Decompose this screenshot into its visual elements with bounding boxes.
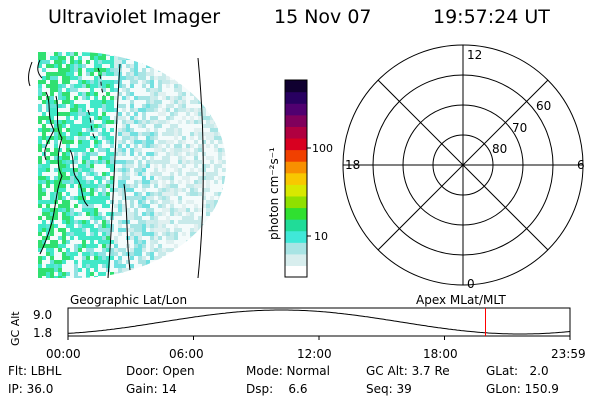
colorbar-cell (285, 126, 307, 139)
instrument-title: Ultraviolet Imager (48, 6, 221, 28)
colorbar-tick-label-100: 100 (312, 142, 333, 155)
orbit-axis-title: GC Alt (9, 311, 22, 346)
colorbar-cell (285, 114, 307, 127)
colorbar-cell (285, 184, 307, 197)
colorbar-cell (285, 80, 307, 93)
orbit-ytick-1-8: 1.8 (33, 326, 52, 340)
filter-info: Flt: LBHL (8, 364, 62, 378)
mode-info: Mode: Normal (246, 364, 330, 378)
glat-info: GLat: 2.0 (486, 364, 549, 378)
colorbar-cell (285, 195, 307, 209)
orbit-xtick-0000: 00:00 (46, 347, 81, 361)
mlt-label-12: 12 (467, 48, 482, 62)
mlat-label-60: 60 (536, 99, 551, 113)
gc-alt-info: GC Alt: 3.7 Re (366, 364, 450, 378)
colorbar: 100 10 photon cm⁻²s⁻¹ (267, 79, 333, 278)
colorbar-cell (285, 172, 307, 185)
mlt-label-18: 18 (345, 158, 360, 172)
observation-date: 15 Nov 07 (274, 6, 372, 28)
orbit-altitude-curve (67, 309, 571, 335)
orbit-ytick-9: 9.0 (33, 308, 52, 322)
polar-labels: 12 6 0 18 60 70 80 (345, 48, 585, 291)
polar-diagonal-b (377, 79, 549, 251)
gain-info: Gain: 14 (126, 382, 177, 396)
colorbar-cell (285, 161, 307, 174)
colorbar-cell (285, 253, 307, 267)
colorbar-cell (285, 207, 307, 220)
door-info: Door: Open (126, 364, 195, 378)
orbit-xtick-2359: 23:59 (551, 347, 586, 361)
orbit-xtick-1800: 18:00 (423, 347, 458, 361)
mlt-label-0: 0 (467, 277, 475, 291)
colorbar-cell (285, 219, 307, 232)
colorbar-cell (285, 230, 307, 243)
colorbar-cell (285, 137, 307, 151)
orbit-xtick-1200: 12:00 (297, 347, 332, 361)
seq-info: Seq: 39 (366, 382, 412, 396)
mlt-label-6: 6 (577, 158, 585, 172)
orbit-left-title: Geographic Lat/Lon (70, 293, 187, 307)
colorbar-cell (285, 265, 307, 278)
colorbar-cell (285, 149, 307, 162)
auroral-image-panel (28, 52, 226, 279)
polar-grid (342, 44, 584, 286)
mlat-label-80: 80 (492, 142, 507, 156)
orbit-frame (67, 307, 571, 337)
colorbar-cell (285, 91, 307, 104)
orbit-right-title: Apex MLat/MLT (416, 293, 506, 307)
ip-info: IP: 36.0 (8, 382, 54, 396)
colorbar-cell (285, 103, 307, 116)
glon-info: GLon: 150.9 (486, 382, 559, 396)
orbit-altitude-plot: Geographic Lat/Lon Apex MLat/MLT GC Alt … (9, 293, 586, 361)
colorbar-cell (285, 242, 307, 255)
colorbar-tick-label-10: 10 (314, 230, 328, 243)
mlat-label-70: 70 (512, 121, 527, 135)
observation-time: 19:57:24 UT (433, 6, 550, 28)
orbit-xtick-0600: 06:00 (169, 347, 204, 361)
coastline-contours (28, 57, 204, 279)
dsp-info: Dsp: 6.6 (246, 382, 308, 396)
colorbar-unit-label: photon cm⁻²s⁻¹ (267, 147, 281, 240)
